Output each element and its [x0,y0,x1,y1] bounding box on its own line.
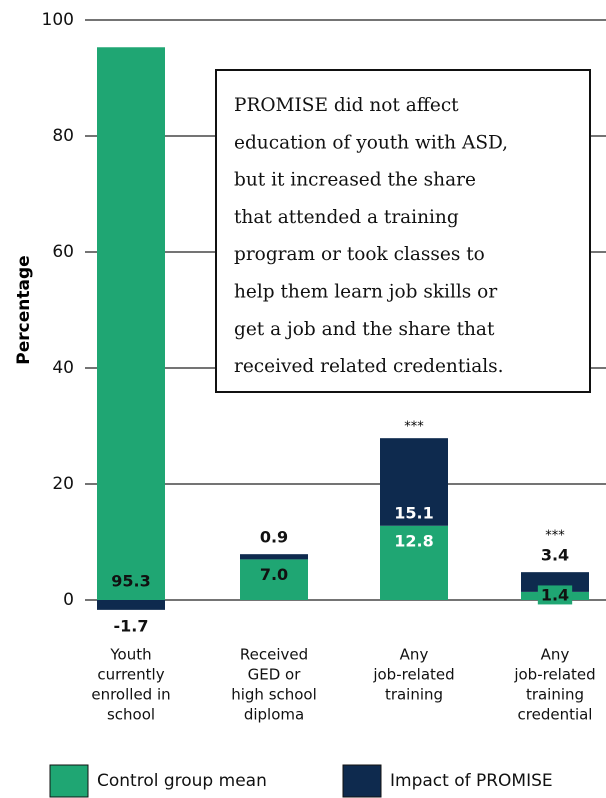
x-tick-label: training [526,686,584,704]
annotation-line: education of youth with ASD, [234,132,508,153]
legend-swatch [49,764,89,798]
bar-segment [240,559,308,600]
significance: *** [545,529,565,544]
bar-segment [380,525,448,600]
x-tick-label: Received [240,646,308,664]
value-label: 7.0 [260,565,288,584]
y-tick-label: 0 [63,590,74,610]
x-tick-label: GED or [248,666,302,684]
x-tick-label: enrolled in [91,686,170,704]
x-tick-label: job-related [513,666,595,684]
x-tick-label: diploma [244,706,304,724]
x-tick-label: high school [231,686,317,704]
annotation-line: that attended a training [234,207,459,228]
annotation-line: program or took classes to [234,244,485,265]
value-label: 3.4 [541,546,569,565]
bar-segment [97,600,165,610]
x-tick-label: credential [518,706,593,724]
annotation-line: get a job and the share that [234,319,495,340]
value-label: 0.9 [260,528,288,547]
value-label: -1.7 [114,616,149,635]
legend-label: Control group mean [97,771,267,791]
x-tick-label: training [385,686,443,704]
value-label: 95.3 [111,572,150,591]
x-tick-label: Any [541,646,570,664]
value-label: 1.4 [541,585,569,604]
y-tick-label: 80 [52,126,74,146]
value-label-bg [537,585,573,605]
y-tick-label: 100 [42,10,74,30]
x-tick-label: currently [97,666,164,684]
x-tick-label: school [107,706,155,724]
bar-segment [380,438,448,526]
y-tick-label: 40 [52,358,74,378]
annotation-line: PROMISE did not affect [234,95,459,116]
annotation-box [215,69,591,393]
significance: *** [404,420,424,435]
bar-segment [240,554,308,560]
x-tick-label: job-related [372,666,454,684]
y-tick-label: 60 [52,242,74,262]
y-tick-label: 20 [52,474,74,494]
x-tick-label: Any [400,646,429,664]
y-axis-label: Percentage [14,255,34,364]
annotation-line: help them learn job skills or [234,282,497,303]
annotation-line: but it increased the share [234,170,476,191]
annotation-line: received related credentials. [234,356,504,377]
legend-label: Impact of PROMISE [390,771,553,791]
bar-segment [97,47,165,600]
legend-swatch [342,764,382,798]
value-label: 15.1 [394,503,433,522]
x-tick-label: Youth [109,646,151,664]
value-label: 12.8 [394,531,433,550]
